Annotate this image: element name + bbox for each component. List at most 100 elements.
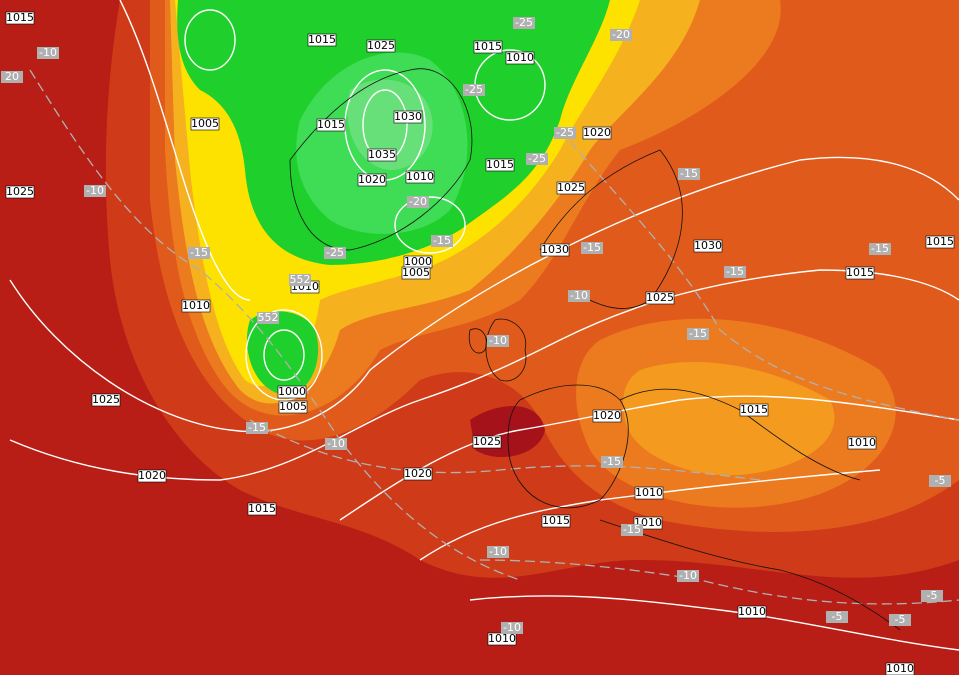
temperature-label: 20 bbox=[5, 70, 19, 83]
temperature-label-box bbox=[601, 456, 623, 468]
temperature-label: -10 bbox=[39, 46, 57, 59]
temperature-label: -15 bbox=[726, 265, 744, 278]
temperature-label: -10 bbox=[679, 569, 697, 582]
temperature-label: -25 bbox=[465, 83, 483, 96]
temperature-label: -10 bbox=[489, 545, 507, 558]
temperature-label-box bbox=[610, 29, 632, 41]
temperature-label-box bbox=[246, 422, 268, 434]
isobar-label: 1015 bbox=[474, 40, 502, 53]
isobar-label: 1010 bbox=[886, 662, 914, 675]
temperature-label-box bbox=[257, 312, 279, 324]
temperature-label-box bbox=[621, 524, 643, 536]
isobar-label: 1025 bbox=[92, 393, 120, 406]
temperature-label-box bbox=[487, 335, 509, 347]
isobar-label: 1010 bbox=[182, 299, 210, 312]
temperature-label-box bbox=[526, 153, 548, 165]
temperature-label-box bbox=[431, 235, 453, 247]
isobar-label-box bbox=[247, 502, 277, 516]
isobar-label-box bbox=[367, 148, 397, 162]
temperature-label-box bbox=[188, 247, 210, 259]
temperature-label-box bbox=[324, 247, 346, 259]
isobar-label-box bbox=[366, 39, 396, 53]
temperature-label: -15 bbox=[603, 455, 621, 468]
temperature-label: -15 bbox=[583, 241, 601, 254]
isobar-label-box bbox=[393, 110, 423, 124]
temperature-label-box bbox=[84, 185, 106, 197]
temperature-label-box bbox=[869, 243, 891, 255]
isobars bbox=[9, 0, 959, 651]
isobar-label: 1000 bbox=[404, 255, 432, 268]
isobar-label-box bbox=[190, 117, 220, 131]
isobar-label-box bbox=[925, 235, 955, 249]
isobar-label: 1020 bbox=[593, 409, 621, 422]
isobar-label: 1010 bbox=[488, 632, 516, 645]
isobar-label-box bbox=[540, 243, 570, 257]
temperature-label-box bbox=[889, 614, 911, 626]
isobar-label-box bbox=[91, 393, 121, 407]
temperature-label-box bbox=[826, 611, 848, 623]
temperature-label: -10 bbox=[327, 437, 345, 450]
isobar-label-box bbox=[5, 185, 35, 199]
isobar-label-box bbox=[739, 403, 769, 417]
isobar-label: 1020 bbox=[583, 126, 611, 139]
temperature-label: -15 bbox=[871, 242, 889, 255]
temperature-label: -5 bbox=[927, 589, 938, 602]
isobar-label: 1015 bbox=[308, 33, 336, 46]
isobar-label: 1015 bbox=[740, 403, 768, 416]
temperature-label: -10 bbox=[489, 334, 507, 347]
isobar-label-box bbox=[845, 266, 875, 280]
isobar-label: 1005 bbox=[402, 266, 430, 279]
isobar-label-box bbox=[5, 11, 35, 25]
temperature-label-box bbox=[687, 328, 709, 340]
isobar-label-box bbox=[693, 239, 723, 253]
isobar-label-box bbox=[278, 400, 308, 414]
temperature-label-box bbox=[325, 438, 347, 450]
temperature-label-box bbox=[1, 71, 23, 83]
isobar-label-box bbox=[473, 40, 503, 54]
temperature-label: -25 bbox=[528, 152, 546, 165]
temperature-label: -10 bbox=[86, 184, 104, 197]
isobar-label-box bbox=[137, 469, 167, 483]
isobar-label-box bbox=[405, 170, 435, 184]
isobar-label: 1010 bbox=[848, 436, 876, 449]
isobar-label: 1015 bbox=[248, 502, 276, 515]
temperature-label: -25 bbox=[556, 126, 574, 139]
isobar-label: 1010 bbox=[635, 486, 663, 499]
temperature-label-box bbox=[921, 590, 943, 602]
temperature-label: -15 bbox=[248, 421, 266, 434]
cold-region bbox=[246, 311, 319, 395]
isobar-label: 1025 bbox=[367, 39, 395, 52]
isobar-label: 1015 bbox=[926, 235, 954, 248]
isobar-label: 1015 bbox=[846, 266, 874, 279]
isobar-label-box bbox=[592, 409, 622, 423]
isobar-label-box bbox=[307, 33, 337, 47]
isobar-label-box bbox=[634, 486, 664, 500]
temperature-label-box bbox=[407, 196, 429, 208]
temperature-label: -5 bbox=[935, 474, 946, 487]
temperature-label-box bbox=[487, 546, 509, 558]
temperature-label-box bbox=[678, 168, 700, 180]
temperature-label-box bbox=[513, 17, 535, 29]
temperature-label-box bbox=[929, 475, 951, 487]
isobar-label: 1005 bbox=[279, 400, 307, 413]
isobar-label: 1025 bbox=[6, 185, 34, 198]
isobar-label: 1035 bbox=[368, 148, 396, 161]
temperature-label-box bbox=[289, 274, 311, 286]
temperature-label-box bbox=[581, 242, 603, 254]
isobar-label-box bbox=[885, 662, 915, 675]
isobar-label: 1025 bbox=[557, 181, 585, 194]
temperature-label: -25 bbox=[326, 246, 344, 259]
temperature-label: -5 bbox=[832, 610, 843, 623]
isobar-label-box bbox=[645, 291, 675, 305]
isobar-label-box bbox=[737, 605, 767, 619]
temperature-label: -15 bbox=[680, 167, 698, 180]
isobar-label: 1010 bbox=[406, 170, 434, 183]
isobar-label: 1020 bbox=[358, 173, 386, 186]
isobar-label: 1015 bbox=[486, 158, 514, 171]
isobar-label-box bbox=[847, 436, 877, 450]
isobar-label: 1030 bbox=[394, 110, 422, 123]
temperature-label-box bbox=[501, 622, 523, 634]
temperature-label: -15 bbox=[623, 523, 641, 536]
isobar-label: 1000 bbox=[278, 385, 306, 398]
